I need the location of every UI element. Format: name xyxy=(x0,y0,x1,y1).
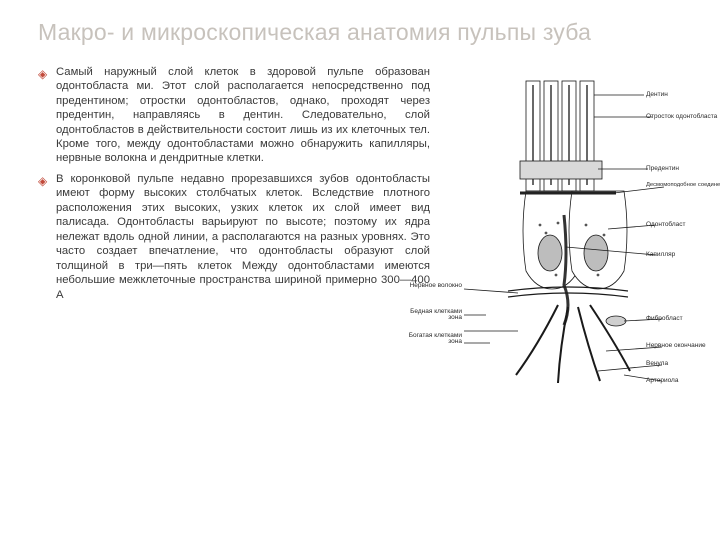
label-process: Отросток одонтобласта xyxy=(646,114,717,121)
bullet-icon: ◈ xyxy=(38,172,56,302)
label-desmo: Десмомоподобное соединение xyxy=(646,183,720,189)
bullet-text: В коронковой пульпе недавно прорезавшихс… xyxy=(56,172,430,302)
text-column: ◈ Самый наружный слой клеток в здоровой … xyxy=(38,65,430,415)
label-nerve-fiber: Нервное волокно xyxy=(410,283,462,290)
label-nerve-end: Нервное окончание xyxy=(646,343,706,350)
anatomy-figure: Дентин Отросток одонтобласта Предентин Д… xyxy=(448,75,688,415)
label-odontoblast: Одонтобласт xyxy=(646,222,686,229)
figure-column: Дентин Отросток одонтобласта Предентин Д… xyxy=(446,65,690,415)
label-predentin: Предентин xyxy=(646,166,679,173)
bullet-item: ◈ В коронковой пульпе недавно прорезавши… xyxy=(38,172,430,302)
label-fibroblast: Фибробласт xyxy=(646,316,683,323)
bullet-icon: ◈ xyxy=(38,65,56,166)
slide-title: Макро- и микроскопическая анатомия пульп… xyxy=(38,18,690,47)
content-area: ◈ Самый наружный слой клеток в здоровой … xyxy=(38,65,690,415)
bullet-item: ◈ Самый наружный слой клеток в здоровой … xyxy=(38,65,430,166)
bullet-text: Самый наружный слой клеток в здоровой пу… xyxy=(56,65,430,166)
label-rich-zone: Богатая клетками зона xyxy=(402,333,462,346)
label-venule: Венула xyxy=(646,361,668,368)
slide: Макро- и микроскопическая анатомия пульп… xyxy=(0,0,720,540)
label-capillary: Капилляр xyxy=(646,252,675,259)
label-dentin: Дентин xyxy=(646,92,668,99)
label-poor-zone: Бедная клетками зона xyxy=(406,309,462,322)
label-arteriole: Артериола xyxy=(646,378,678,385)
